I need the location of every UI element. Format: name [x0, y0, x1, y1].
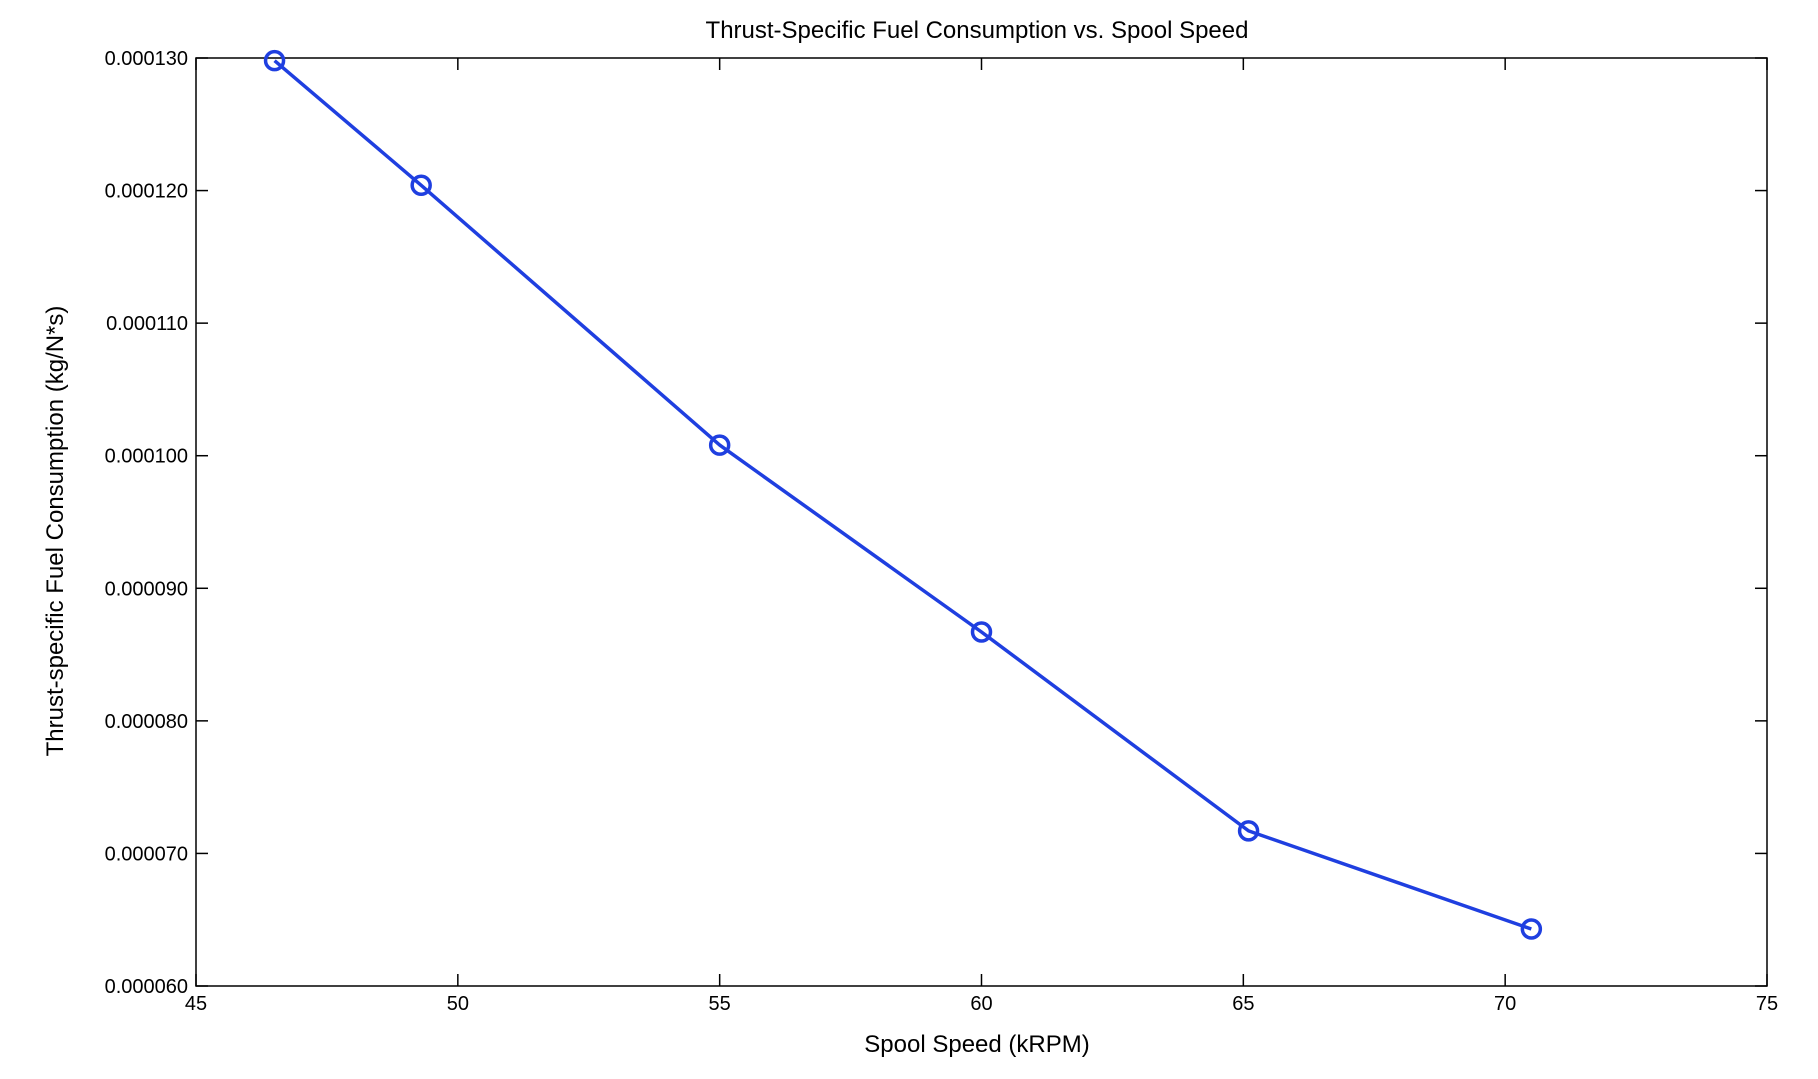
data-point-marker: [1520, 918, 1543, 940]
y-axis-title: Thrust-specific Fuel Consumption (kg/N*s…: [42, 306, 69, 757]
series-layer: [263, 49, 1543, 940]
y-tick-label: 0.000110: [106, 313, 188, 335]
data-point-marker: [410, 174, 432, 197]
chart-title: Thrust-Specific Fuel Consumption vs. Spo…: [706, 17, 1249, 44]
x-tick-label: 60: [970, 993, 992, 1015]
x-tick-label: 55: [709, 993, 731, 1015]
x-axis-title: Spool Speed (kRPM): [864, 1031, 1089, 1058]
data-point-marker: [970, 621, 993, 643]
y-tick-label: 0.000130: [105, 48, 188, 70]
axis-ticks: [195, 57, 1768, 987]
series-line: [273, 59, 1532, 931]
y-tick-label: 0.000070: [105, 843, 188, 865]
x-tick-label: 65: [1232, 993, 1254, 1015]
y-tick-label: 0.000120: [105, 181, 188, 203]
y-tick-label: 0.000100: [105, 446, 188, 468]
data-point-marker: [708, 434, 731, 456]
y-tick-label: 0.000080: [105, 711, 188, 733]
x-tick-label: 70: [1494, 993, 1516, 1015]
x-tick-label: 45: [185, 993, 207, 1015]
x-tick-label: 50: [447, 993, 469, 1015]
y-tick-label: 0.000060: [105, 976, 188, 998]
x-tick-label: 75: [1756, 993, 1778, 1015]
x-tick-labels: 45 50 55 60 65 70 75: [185, 993, 1778, 1015]
y-tick-labels: 0.000060 0.000070 0.000080 0.000090 0.000100…: [105, 48, 188, 998]
y-tick-label: 0.000090: [105, 578, 188, 600]
data-point-marker: [263, 49, 286, 72]
data-point-marker: [1237, 820, 1260, 842]
